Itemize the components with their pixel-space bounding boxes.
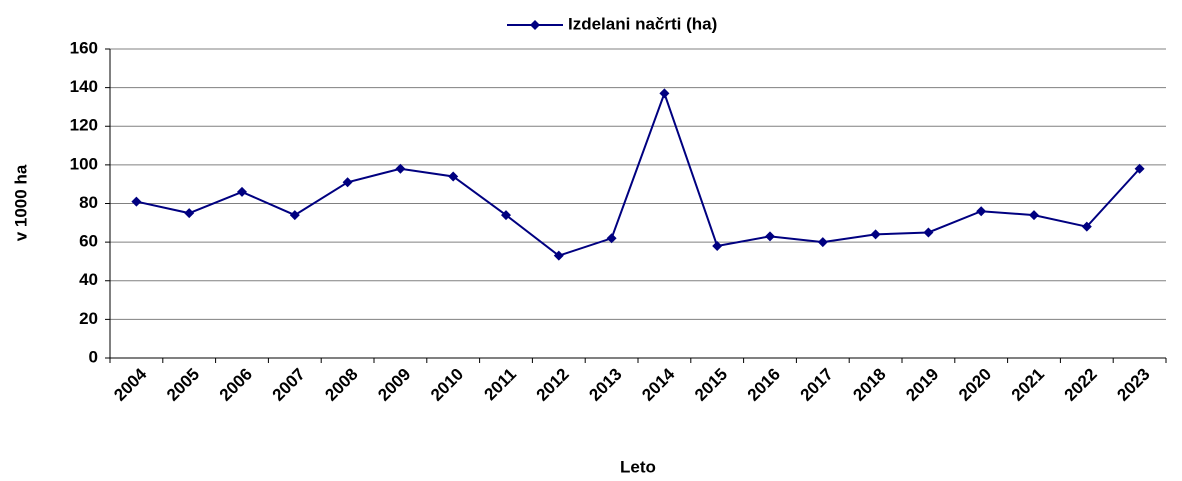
point-marker: [765, 231, 775, 242]
legend-marker: [530, 20, 540, 30]
x-tick-label: 2011: [480, 365, 520, 405]
x-tick-label: 2007: [269, 365, 309, 405]
point-marker: [448, 171, 459, 182]
x-tick-label: 2021: [1008, 365, 1048, 405]
x-tick-label: 2015: [691, 365, 731, 405]
point-marker: [712, 240, 723, 251]
y-tick-label: 20: [79, 309, 98, 328]
point-marker: [1134, 163, 1145, 174]
y-tick-label: 60: [79, 232, 98, 251]
point-marker: [342, 177, 353, 188]
point-marker: [659, 88, 670, 99]
point-marker: [131, 196, 142, 207]
x-tick-label: 2004: [110, 364, 151, 405]
point-marker: [501, 210, 511, 221]
point-marker: [289, 210, 300, 221]
y-tick-label: 120: [70, 116, 98, 135]
x-tick-label: 2009: [374, 365, 414, 405]
y-tick-label: 100: [70, 154, 98, 173]
point-marker: [817, 237, 828, 248]
x-tick-label: 2017: [797, 365, 837, 405]
x-tick-label: 2023: [1113, 365, 1153, 405]
x-tick-label: 2010: [427, 365, 467, 405]
series-line: [136, 90, 1141, 257]
point-marker: [553, 250, 564, 261]
x-tick-label: 2018: [849, 365, 889, 405]
x-tick-label: 2014: [638, 364, 679, 405]
y-tick-label: 160: [70, 38, 98, 57]
point-marker: [923, 227, 934, 238]
x-tick-label: 2008: [321, 365, 361, 405]
y-tick-label: 40: [79, 270, 98, 289]
x-tick-label: 2016: [744, 365, 784, 405]
x-tick-label: 2013: [585, 365, 625, 405]
y-tick-label: 80: [79, 193, 98, 212]
y-tick-label: 0: [89, 347, 98, 366]
point-marker: [606, 233, 617, 244]
point-marker: [184, 208, 195, 219]
x-axis-label: Leto: [620, 457, 656, 476]
x-tick-label: 2019: [902, 365, 942, 405]
x-tick-label: 2005: [163, 365, 203, 405]
x-tick-label: 2020: [955, 365, 995, 405]
y-tick-label: 140: [70, 77, 98, 96]
point-marker: [237, 186, 247, 197]
point-marker: [395, 163, 406, 174]
y-axis-label: v 1000 ha: [11, 164, 30, 241]
x-tick-label: 2012: [533, 365, 573, 405]
point-marker: [1029, 210, 1039, 221]
x-tick-label: 2006: [216, 365, 256, 405]
point-marker: [976, 206, 987, 217]
point-marker: [1081, 221, 1092, 232]
x-tick-label: 2022: [1061, 365, 1101, 405]
legend-label: Izdelani načrti (ha): [568, 14, 717, 33]
point-marker: [870, 229, 881, 240]
